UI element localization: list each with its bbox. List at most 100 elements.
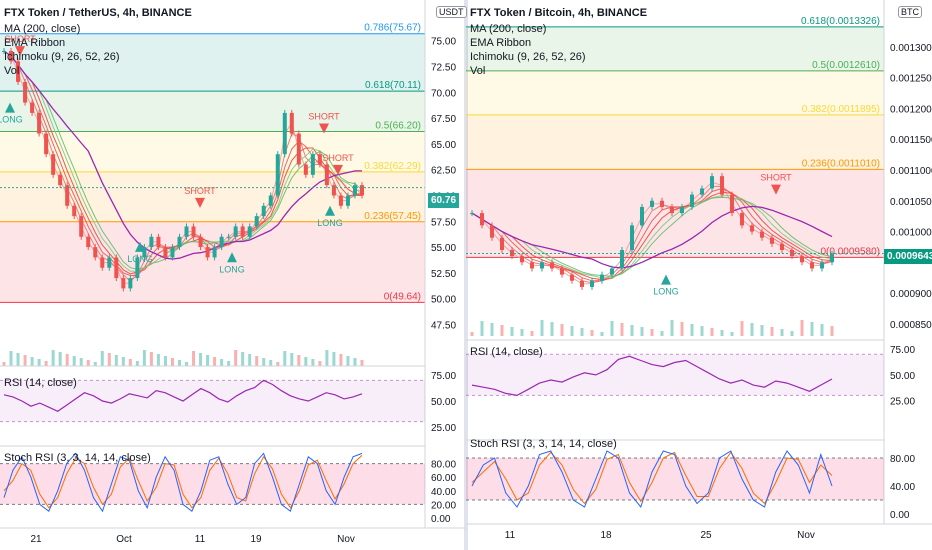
candle-body — [205, 247, 210, 258]
fib-band — [466, 114, 884, 170]
short-signal-marker — [15, 46, 25, 57]
volume-bar — [700, 326, 704, 336]
right-symbol-title[interactable]: FTX Token / Bitcoin, 4h, BINANCE — [470, 7, 648, 19]
volume-bar — [325, 350, 329, 366]
volume-bar — [156, 354, 160, 366]
right-rsi-label[interactable]: RSI (14, close) — [470, 346, 543, 358]
candle-body — [700, 188, 704, 195]
long-signal-label: LONG — [0, 115, 23, 125]
candle-body — [51, 154, 56, 175]
candle-body — [610, 268, 614, 275]
ema-ribbon-line — [471, 187, 833, 282]
time-axis-tick: 21 — [30, 534, 42, 545]
left-chart-pane[interactable]: 0.786(75.67) 0.618(70.11) 0.5(66.20) 0.382(… — [0, 0, 467, 550]
left-indicator-vol[interactable]: Vol — [4, 65, 20, 77]
stoch-band — [466, 458, 884, 500]
candle-body — [830, 253, 834, 263]
right-indicator-ma[interactable]: MA (200, close) — [470, 23, 547, 35]
left-indicator-ema[interactable]: EMA Ribbon — [4, 37, 66, 49]
right-chart-pane[interactable]: 0.618(0.0013326) 0.5(0.0012610) 0.382(0.00… — [466, 0, 932, 550]
candle-body — [310, 154, 315, 175]
right-indicator-vol[interactable]: Vol — [470, 65, 486, 77]
long-signal-marker — [325, 205, 335, 216]
stoch-d-line — [3, 455, 363, 509]
rsi-axis-tick: 75.00 — [431, 371, 456, 382]
rsi-axis-tick: 50.00 — [890, 371, 915, 382]
volume-bar — [72, 356, 76, 366]
volume-bar — [530, 331, 534, 336]
fib-level-label: 0.236(0.0011010) — [802, 158, 880, 169]
long-signal-marker — [135, 241, 145, 252]
fib-level-label: 0.236(57.45) — [364, 211, 421, 222]
volume-bar — [830, 326, 834, 336]
candle-body — [780, 243, 784, 250]
price-axis-tick: 70.00 — [431, 88, 456, 99]
candle-body — [135, 257, 140, 279]
left-currency-badge[interactable]: USDT — [436, 6, 467, 18]
ema-ribbon-line — [3, 50, 363, 283]
price-axis-tick: 57.50 — [431, 217, 456, 228]
fib-level-label: 0.5(0.0012610) — [812, 60, 880, 71]
short-signal-marker — [333, 164, 343, 175]
candle-body — [345, 195, 350, 206]
long-signal-label: LONG — [219, 264, 245, 274]
candle-body — [360, 185, 364, 196]
stoch-k-line — [471, 450, 833, 509]
right-indicator-ichimoku[interactable]: Ichimoku (9, 26, 52, 26) — [470, 51, 586, 63]
price-axis-tick: 0.0008500 — [890, 320, 932, 331]
right-stoch-label[interactable]: Stoch RSI (3, 3, 14, 14, close) — [470, 438, 617, 450]
volume-bar — [339, 354, 343, 366]
candle-body — [128, 278, 133, 289]
short-signal-marker — [195, 197, 205, 208]
volume-bar — [470, 332, 474, 336]
candle-body — [810, 262, 814, 269]
volume-bar — [206, 355, 210, 366]
right-indicator-ema[interactable]: EMA Ribbon — [470, 37, 532, 49]
candle-body — [303, 164, 308, 175]
stoch-k-line — [3, 452, 363, 513]
volume-bar — [570, 326, 574, 336]
stoch-axis-tick: 40.00 — [431, 487, 456, 498]
pane-divider[interactable] — [464, 0, 468, 550]
volume-bar — [65, 354, 69, 366]
candle-body — [710, 176, 714, 189]
volume-bar — [770, 327, 774, 336]
candle-body — [240, 226, 245, 237]
fib-level-label: 0(0.0009580) — [821, 246, 881, 257]
volume-bar — [213, 357, 217, 366]
right-currency-badge[interactable]: BTC — [898, 6, 922, 18]
time-axis-tick: Oct — [116, 534, 132, 545]
fib-band — [0, 91, 425, 132]
price-axis-tick: 65.00 — [431, 140, 456, 151]
left-indicator-ma[interactable]: MA (200, close) — [4, 23, 81, 35]
left-symbol-title[interactable]: FTX Token / TetherUS, 4h, BINANCE — [4, 7, 192, 19]
time-axis-tick: Nov — [337, 534, 355, 545]
long-signal-label: LONG — [317, 218, 343, 228]
volume-bar — [510, 327, 514, 336]
fib-band — [0, 131, 425, 172]
candle-body — [226, 236, 231, 238]
left-indicator-ichimoku[interactable]: Ichimoku (9, 26, 52, 26) — [4, 51, 120, 63]
ema-ribbon-line — [3, 50, 363, 272]
stoch-axis-tick: 0.00 — [431, 514, 451, 525]
fib-band — [0, 221, 425, 303]
candle-body — [470, 213, 474, 215]
candle-body — [760, 231, 764, 238]
stoch-axis-tick: 20.00 — [431, 500, 456, 511]
volume-bar — [9, 351, 13, 366]
volume-bar — [248, 354, 252, 366]
candle-body — [23, 81, 28, 103]
right-chart-canvas[interactable]: 0.618(0.0013326) 0.5(0.0012610) 0.382(0.00… — [466, 0, 932, 550]
volume-bar — [540, 320, 544, 336]
candle-body — [121, 278, 126, 289]
left-stoch-label[interactable]: Stoch RSI (3, 3, 14, 14, close) — [4, 452, 151, 464]
left-rsi-label[interactable]: RSI (14, close) — [4, 377, 77, 389]
volume-bar — [620, 323, 624, 336]
volume-bar — [114, 355, 118, 366]
volume-bar — [107, 353, 111, 366]
left-chart-canvas[interactable]: 0.786(75.67) 0.618(70.11) 0.5(66.20) 0.382(… — [0, 0, 466, 550]
fib-band — [466, 26, 884, 71]
